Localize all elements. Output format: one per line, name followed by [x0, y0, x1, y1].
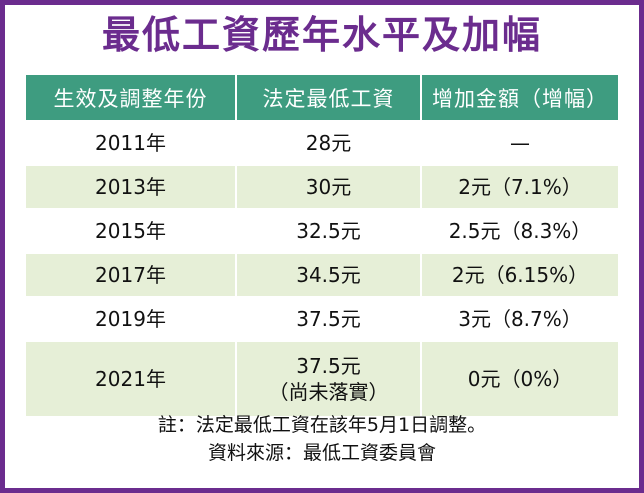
minimum-wage-table: 生效及調整年份 法定最低工資 增加金額（增幅） 2011年 28元 — 2013…: [26, 75, 618, 416]
cell-wage: 34.5元: [235, 252, 421, 297]
table-header-row: 生效及調整年份 法定最低工資 增加金額（增幅）: [26, 75, 618, 121]
cell-year: 2011年: [26, 120, 236, 165]
cell-year: 2017年: [26, 252, 236, 297]
cell-wage-value: 37.5元: [296, 354, 361, 378]
cell-wage: 28元: [235, 120, 421, 165]
source-note: 資料來源：最低工資委員會: [207, 442, 436, 464]
footnotes: 註：法定最低工資在該年5月1日調整。 資料來源：最低工資委員會: [5, 411, 639, 467]
cell-increase: 2.5元（8.3%）: [420, 208, 618, 253]
cell-increase: 2元（7.1%）: [420, 164, 618, 209]
table-row: 2019年 37.5元 3元（8.7%）: [26, 296, 618, 341]
table-row: 2015年 32.5元 2.5元（8.3%）: [26, 208, 618, 253]
figure-title: 最低工資歷年水平及加幅: [101, 13, 542, 57]
cell-increase: 0元（0%）: [420, 340, 618, 416]
cell-year: 2019年: [26, 296, 236, 341]
cell-wage: 30元: [235, 164, 421, 209]
header-wage: 法定最低工資: [235, 75, 421, 121]
header-increase: 增加金額（增幅）: [420, 75, 618, 121]
cell-wage: 37.5元 （尚未落實）: [235, 340, 421, 416]
header-year: 生效及調整年份: [26, 75, 236, 121]
cell-increase: 2元（6.15%）: [420, 252, 618, 297]
cell-wage: 37.5元: [235, 296, 421, 341]
cell-year: 2015年: [26, 208, 236, 253]
table-row: 2013年 30元 2元（7.1%）: [26, 164, 618, 209]
cell-wage-note: （尚未落實）: [268, 380, 389, 404]
table-row: 2021年 37.5元 （尚未落實） 0元（0%）: [26, 340, 618, 416]
cell-wage: 32.5元: [235, 208, 421, 253]
table-row: 2017年 34.5元 2元（6.15%）: [26, 252, 618, 297]
table-row: 2011年 28元 —: [26, 120, 618, 165]
cell-increase: —: [420, 120, 618, 165]
cell-increase: 3元（8.7%）: [420, 296, 618, 341]
cell-year: 2021年: [26, 340, 236, 416]
remark-note: 註：法定最低工資在該年5月1日調整。: [157, 414, 487, 436]
cell-year: 2013年: [26, 164, 236, 209]
